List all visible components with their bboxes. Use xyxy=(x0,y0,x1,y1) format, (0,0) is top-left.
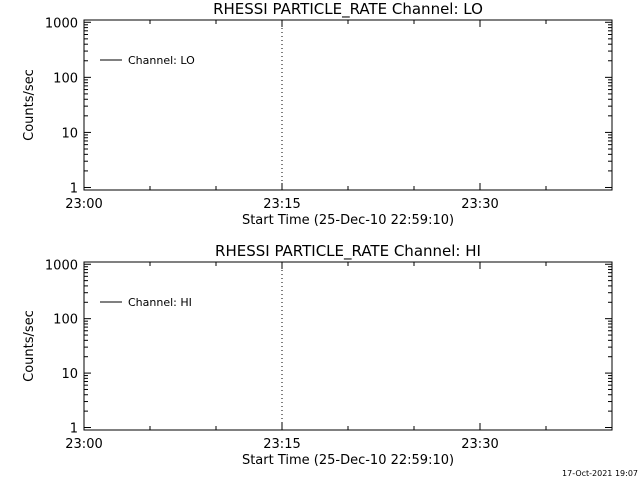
panel1-x-tick-label: 23:00 xyxy=(65,197,102,212)
panel2-x-tick-label: 23:00 xyxy=(65,437,102,452)
panel2-y-axis-label: Counts/sec xyxy=(22,310,37,382)
footer-timestamp: 17-Oct-2021 19:07 xyxy=(562,469,638,478)
panel1-y-tick-label: 1 xyxy=(70,181,78,196)
panel1-x-tick-label: 23:30 xyxy=(461,197,498,212)
panel1-title: RHESSI PARTICLE_RATE Channel: LO xyxy=(213,0,483,19)
panel2-y-tick-label: 1 xyxy=(70,422,78,437)
panel1-y-axis-label: Counts/sec xyxy=(22,69,37,141)
panel2-title: RHESSI PARTICLE_RATE Channel: HI xyxy=(215,242,481,261)
panel2-x-axis-label: Start Time (25-Dec-10 22:59:10) xyxy=(242,453,454,468)
panel1-y-tick-label: 100 xyxy=(53,71,78,86)
panel2-y-tick-label: 1000 xyxy=(45,258,78,273)
panel2-x-tick-label: 23:15 xyxy=(263,437,300,452)
panel2-legend-label: Channel: HI xyxy=(128,296,192,309)
panel2-y-tick-label: 100 xyxy=(53,313,78,328)
panel1-x-tick-label: 23:15 xyxy=(263,197,300,212)
panel1-x-axis-label: Start Time (25-Dec-10 22:59:10) xyxy=(242,213,454,228)
panel2-y-tick-label: 10 xyxy=(61,367,78,382)
panel1-y-tick-label: 10 xyxy=(61,126,78,141)
panel1-legend-label: Channel: LO xyxy=(128,54,195,67)
panel2-x-tick-label: 23:30 xyxy=(461,437,498,452)
panel1-y-tick-label: 1000 xyxy=(45,16,78,31)
